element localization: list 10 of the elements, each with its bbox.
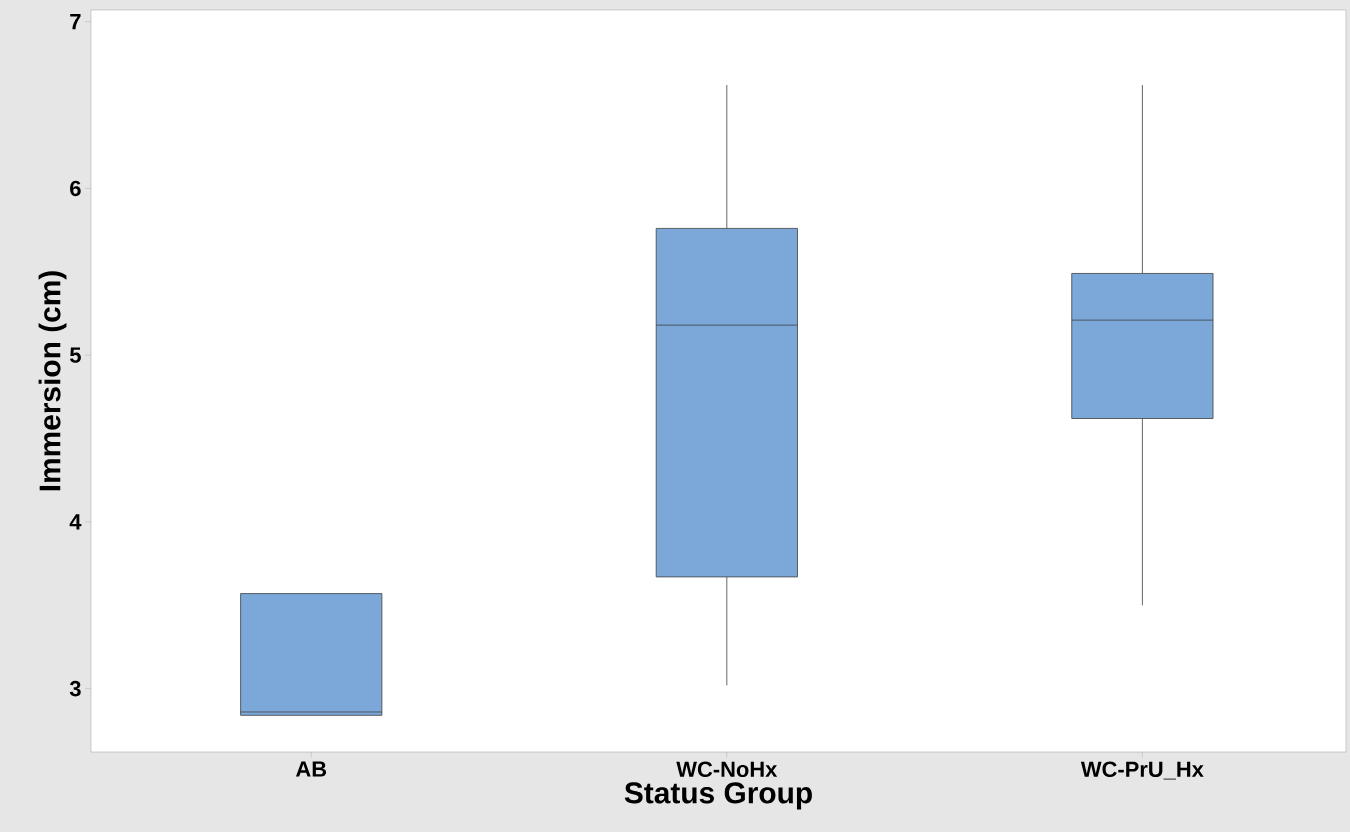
y-tick-label: 4 <box>69 514 82 530</box>
y-axis-title: Immersion (cm) <box>38 271 67 491</box>
y-tick-label: 3 <box>69 680 81 697</box>
x-tick-label: WC-NoHx <box>676 761 778 778</box>
y-tick-label: 7 <box>70 14 81 30</box>
y-tick-label: 5 <box>69 347 81 363</box>
x-tick-label: WC-PrU_Hx <box>1080 761 1204 780</box>
x-axis-title: Status Group <box>624 782 812 810</box>
y-tick-label: 6 <box>70 180 81 197</box>
x-tick-label: AB <box>295 761 327 777</box>
